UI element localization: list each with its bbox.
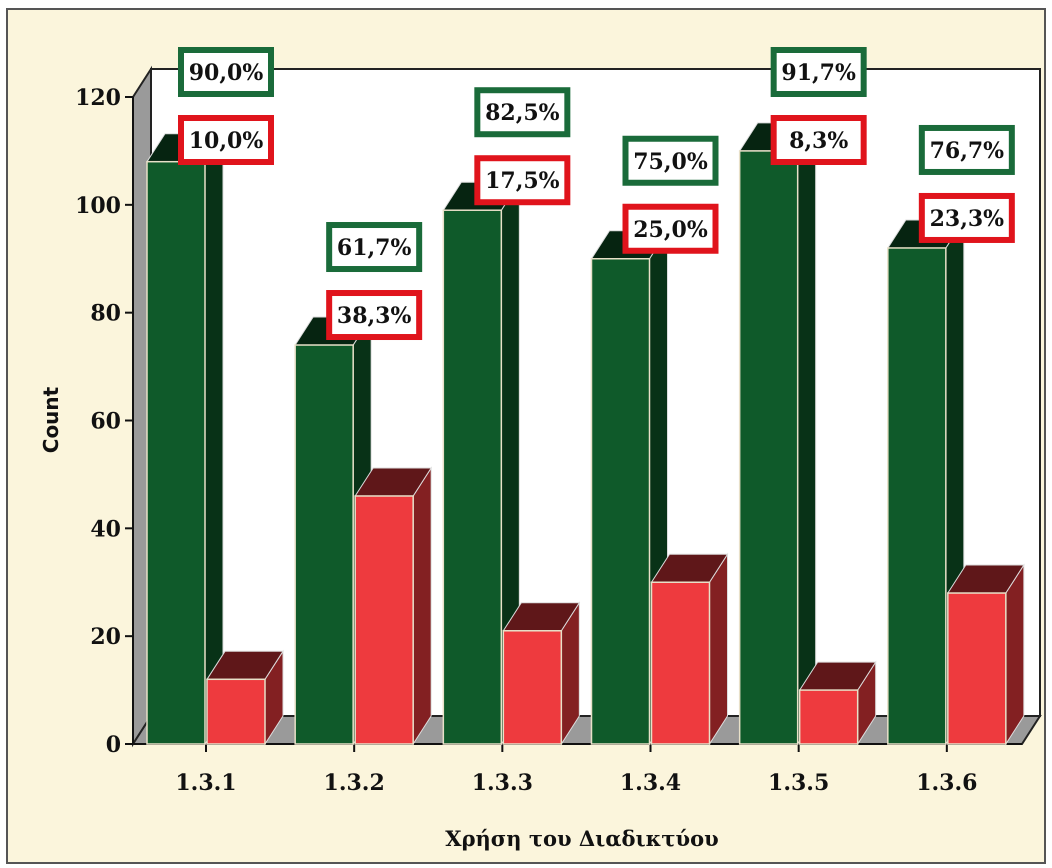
bar-side bbox=[204, 131, 224, 746]
percent-label: 17,5% bbox=[485, 168, 560, 194]
bar bbox=[650, 581, 711, 745]
percent-box-red bbox=[474, 155, 571, 206]
bar bbox=[502, 630, 563, 745]
bar bbox=[590, 258, 651, 745]
percent-label: 90,0% bbox=[189, 60, 264, 86]
percent-label: 10,0% bbox=[189, 128, 264, 154]
percent-box-green bbox=[178, 47, 274, 97]
bar bbox=[442, 209, 503, 745]
bar bbox=[738, 150, 799, 745]
percent-box-green bbox=[770, 47, 867, 97]
percent-label: 76,7% bbox=[930, 138, 1005, 164]
y-axis: 0 20 40 60 80 100 120 bbox=[75, 85, 1022, 758]
x-tick-label: 1.3.4 bbox=[620, 770, 681, 796]
y-tick-label: 60 bbox=[90, 409, 121, 435]
percent-box-green bbox=[622, 135, 719, 186]
bar bbox=[206, 678, 266, 745]
bar bbox=[798, 689, 859, 745]
bar bbox=[947, 592, 1007, 745]
x-tick-label: 1.3.2 bbox=[324, 770, 385, 796]
percent-label: 82,5% bbox=[485, 100, 560, 126]
bar-side bbox=[412, 466, 432, 746]
y-tick-label: 100 bbox=[75, 193, 121, 219]
bar bbox=[146, 160, 206, 745]
y-tick-label: 0 bbox=[106, 732, 121, 758]
y-tick-label: 20 bbox=[90, 624, 121, 650]
percent-label: 25,0% bbox=[633, 217, 708, 243]
y-tick-label: 40 bbox=[90, 516, 121, 542]
chart-frame: 0 20 40 60 80 100 120 1.3.1 1.3.2 1.3.3 1.3.4 1.3.… bbox=[6, 8, 1046, 864]
x-axis-title: Χρήση του Διαδικτύου bbox=[445, 826, 718, 851]
bar bbox=[887, 247, 947, 745]
percent-box-red bbox=[326, 290, 423, 341]
percent-box-green bbox=[474, 87, 571, 138]
x-tick-label: 1.3.6 bbox=[916, 770, 977, 796]
bar-side bbox=[709, 552, 728, 746]
bars bbox=[146, 121, 1025, 746]
percent-label: 23,3% bbox=[930, 206, 1005, 232]
x-tick-label: 1.3.5 bbox=[768, 770, 829, 796]
y-tick-label: 80 bbox=[90, 301, 121, 327]
bar-side bbox=[797, 121, 817, 746]
percent-label: 75,0% bbox=[633, 149, 708, 175]
percent-box-red bbox=[622, 203, 719, 254]
percent-label: 61,7% bbox=[337, 235, 412, 261]
percent-labels: 1.3.1 1.3.2 1.3.3 1.3.4 1.3.5 1.3.6 90,0% 10,0%… bbox=[175, 47, 1015, 796]
percent-box-green bbox=[326, 222, 423, 273]
percent-label: 8,3% bbox=[789, 128, 848, 154]
bar bbox=[354, 495, 414, 745]
y-axis-title: Count bbox=[39, 386, 63, 453]
percent-box-red bbox=[918, 192, 1015, 243]
bar bbox=[294, 344, 354, 745]
percent-label: 91,7% bbox=[781, 60, 856, 86]
percent-label: 38,3% bbox=[337, 303, 412, 329]
x-tick-label: 1.3.1 bbox=[175, 770, 236, 796]
y-tick-label: 120 bbox=[75, 85, 121, 111]
percent-box-red bbox=[770, 115, 867, 165]
percent-box-green bbox=[918, 124, 1015, 175]
x-tick-label: 1.3.3 bbox=[472, 770, 533, 796]
bar-side bbox=[1005, 563, 1025, 746]
percent-box-red bbox=[178, 115, 274, 165]
